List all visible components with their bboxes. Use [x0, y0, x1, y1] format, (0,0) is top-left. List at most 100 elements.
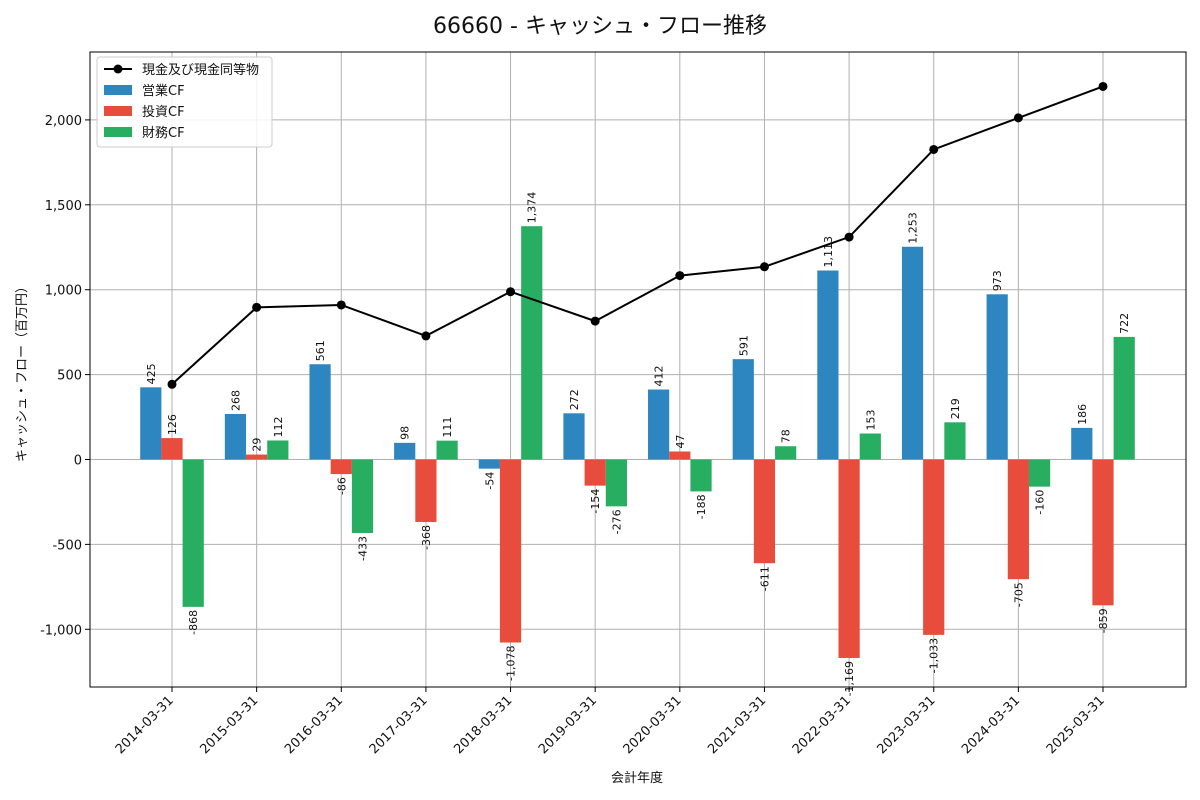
bar-value-label: -1,033 — [928, 638, 941, 673]
bar-3-2024-03-31 — [1028, 459, 1051, 487]
bar-2-2024-03-31 — [1007, 459, 1029, 580]
bar-value-label: 219 — [949, 398, 962, 419]
x-tick-label: 2022-03-31 — [790, 693, 854, 757]
bar-value-label: 153 — [864, 410, 877, 431]
y-tick-label: 2,000 — [45, 114, 82, 129]
bar-value-label: -54 — [483, 472, 496, 490]
bar-value-label: 722 — [1118, 313, 1131, 334]
bar-value-label: 1,113 — [822, 236, 835, 268]
legend-marker — [113, 64, 123, 74]
bar-3-2025-03-31 — [1113, 336, 1135, 460]
legend-label: 財務CF — [142, 126, 185, 141]
y-tick-label: 500 — [57, 369, 82, 384]
y-tick-label: -500 — [52, 538, 82, 553]
bar-value-label: -154 — [589, 489, 602, 514]
bar-2-2025-03-31 — [1092, 459, 1114, 606]
bar-value-label: 78 — [780, 429, 793, 443]
bar-value-label: -160 — [1034, 490, 1047, 515]
bar-2-2020-03-31 — [669, 451, 691, 460]
bar-2-2016-03-31 — [330, 459, 352, 475]
bar-value-label: -1,078 — [505, 646, 518, 681]
chart-title: 66660 - キャッシュ・フロー推移 — [433, 14, 767, 39]
x-tick-label: 2018-03-31 — [451, 693, 515, 757]
cash-equivalents-line — [171, 85, 1104, 386]
cash-point-2025-03-31 — [1098, 81, 1108, 91]
bar-value-label: 186 — [1076, 404, 1089, 425]
legend-label: 投資CF — [142, 104, 185, 120]
bar-1-2016-03-31 — [309, 364, 331, 460]
bar-value-label: -1,169 — [843, 661, 856, 696]
cash-point-2024-03-31 — [1013, 113, 1023, 123]
x-tick-label: 2017-03-31 — [367, 693, 431, 757]
bar-value-label: -611 — [758, 566, 771, 591]
bar-1-2018-03-31 — [478, 459, 500, 469]
bar-2-2021-03-31 — [753, 459, 776, 564]
legend-label: 営業CF — [142, 83, 185, 99]
bar-value-label: 268 — [229, 390, 242, 411]
x-axis-label: 会計年度 — [611, 770, 663, 786]
bar-3-2014-03-31 — [182, 459, 204, 607]
bar-value-label: 412 — [653, 366, 666, 387]
bar-value-label: 1,253 — [907, 212, 920, 244]
cash-point-2015-03-31 — [252, 302, 262, 312]
bar-value-label: 29 — [251, 438, 264, 452]
cash-point-2021-03-31 — [759, 262, 769, 272]
bar-2-2022-03-31 — [838, 459, 860, 658]
x-tick-label: 2016-03-31 — [282, 693, 346, 757]
x-tick-label: 2023-03-31 — [875, 693, 939, 757]
bar-1-2020-03-31 — [648, 389, 670, 460]
x-tick-label: 2014-03-31 — [113, 693, 177, 757]
bar-1-2023-03-31 — [901, 246, 924, 460]
bar-value-label: -433 — [356, 536, 369, 561]
bar-3-2023-03-31 — [944, 422, 966, 460]
bar-1-2015-03-31 — [224, 413, 247, 460]
bar-2-2015-03-31 — [246, 454, 268, 460]
bar-value-label: 47 — [674, 435, 687, 449]
cash-point-2020-03-31 — [675, 271, 685, 281]
bar-3-2017-03-31 — [436, 440, 458, 460]
legend-swatch — [104, 106, 132, 116]
bar-1-2017-03-31 — [394, 442, 416, 460]
bar-value-label: 973 — [991, 270, 1004, 291]
bar-2-2018-03-31 — [499, 459, 522, 643]
cash-point-2014-03-31 — [167, 379, 177, 389]
bar-1-2021-03-31 — [732, 359, 754, 460]
bar-2-2017-03-31 — [415, 459, 437, 522]
bar-value-label: 112 — [272, 416, 285, 437]
bar-1-2024-03-31 — [986, 294, 1008, 460]
y-tick-label: -1,000 — [40, 623, 82, 638]
legend-label: 現金及び現金同等物 — [142, 62, 259, 78]
plot-frame — [89, 51, 1187, 688]
y-tick-label: 0 — [74, 453, 82, 468]
x-tick-label: 2025-03-31 — [1044, 693, 1108, 757]
cash-point-2018-03-31 — [506, 287, 516, 297]
cash-point-2023-03-31 — [929, 144, 939, 154]
legend-swatch — [104, 85, 132, 95]
bar-3-2022-03-31 — [859, 433, 881, 460]
bar-value-label: 126 — [166, 414, 179, 435]
bar-value-label: -276 — [610, 509, 623, 534]
bar-2-2023-03-31 — [923, 459, 945, 635]
bar-value-label: 1,374 — [526, 192, 539, 224]
bar-value-label: -705 — [1012, 582, 1025, 607]
bar-1-2022-03-31 — [817, 270, 839, 460]
x-tick-label: 2015-03-31 — [197, 693, 261, 757]
bar-1-2014-03-31 — [140, 387, 162, 460]
bar-3-2018-03-31 — [521, 226, 543, 460]
x-tick-label: 2020-03-31 — [621, 693, 685, 757]
bar-value-label: 111 — [441, 417, 454, 438]
bar-value-label: 98 — [399, 426, 412, 440]
x-tick-label: 2019-03-31 — [536, 693, 600, 757]
bar-3-2016-03-31 — [351, 459, 374, 534]
bar-value-label: -368 — [420, 525, 433, 550]
y-tick-label: 1,000 — [45, 284, 82, 299]
bar-value-label: 561 — [314, 340, 327, 361]
bar-value-label: -868 — [187, 610, 200, 635]
bar-3-2019-03-31 — [605, 459, 627, 507]
bar-1-2019-03-31 — [563, 413, 585, 460]
cash-point-2022-03-31 — [844, 232, 854, 242]
y-tick-label: 1,500 — [45, 199, 82, 214]
bar-value-label: -859 — [1097, 608, 1110, 633]
